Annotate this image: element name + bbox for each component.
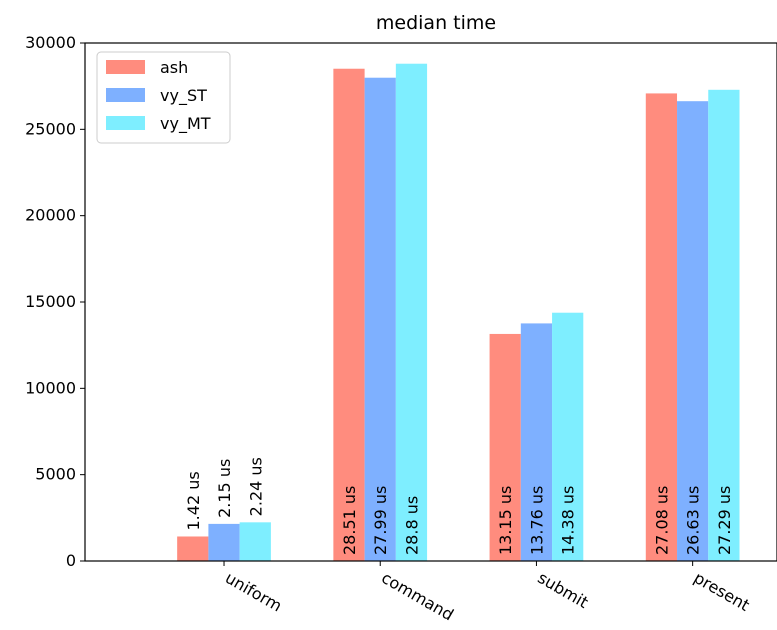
bar-value-label: 2.24 us [246,457,265,516]
bar-vy_MT-command [395,63,428,561]
x-tick-label: uniform [222,568,285,615]
bar-labels-group: 1.42 us 2.15 us 2.24 us 28.51 us 27.99 us 28.… [184,457,734,555]
bar-vy_ST-submit [520,323,553,561]
y-tick-label: 5000 [35,465,76,484]
y-tick-label: 15000 [25,292,76,311]
bar-vy_ST-command [364,77,396,562]
bar-value-label: 26.63 us [684,486,703,555]
bar-value-label: 28.8 us [402,496,421,555]
bar-value-label: 27.99 us [371,486,390,555]
legend-label: ash [160,58,188,77]
bar-ash-uniform [177,536,209,561]
bar-value-label: 28.51 us [340,486,359,555]
bar-value-label: 13.15 us [496,486,515,555]
bar-vy_MT-uniform [239,522,271,561]
x-tick-label: submit [534,568,591,612]
bar-value-label: 14.38 us [559,486,578,555]
bar-vy_ST-uniform [208,523,240,561]
bar-value-label: 2.15 us [215,459,234,518]
y-tick-label: 20000 [25,206,76,225]
bar-value-label: 27.29 us [715,486,734,555]
legend-swatch-vy_MT [106,116,145,130]
bar-vy_ST-present [677,101,709,561]
legend-label: vy_MT [160,114,211,134]
x-tick-label: command [378,568,457,624]
bar-value-label: 27.08 us [652,486,671,555]
legend-label: vy_ST [160,86,207,106]
y-tick-label: 0 [66,551,76,570]
bar-value-label: 1.42 us [184,471,203,530]
bar-ash-command [333,68,365,561]
legend-swatch-vy_ST [106,88,145,102]
y-tick-label: 25000 [25,119,76,138]
legend: ash vy_ST vy_MT [96,51,231,144]
bars-group [177,63,740,562]
bar-ash-present [645,93,678,562]
y-tick-label: 30000 [25,33,76,52]
bar-value-label: 13.76 us [527,486,546,555]
chart-title: median time [376,12,496,34]
bar-vy_MT-submit [552,312,584,561]
legend-swatch-ash [106,60,145,74]
bar-vy_MT-present [708,89,740,561]
plot-frame [84,42,777,562]
x-tick-label: present [691,568,753,615]
y-tick-label: 10000 [25,378,76,397]
y-axis: 0 5000 10000 15000 20000 25000 30000 [25,33,85,570]
bar-ash-submit [489,333,521,561]
x-axis: uniform command submit present [222,561,753,624]
